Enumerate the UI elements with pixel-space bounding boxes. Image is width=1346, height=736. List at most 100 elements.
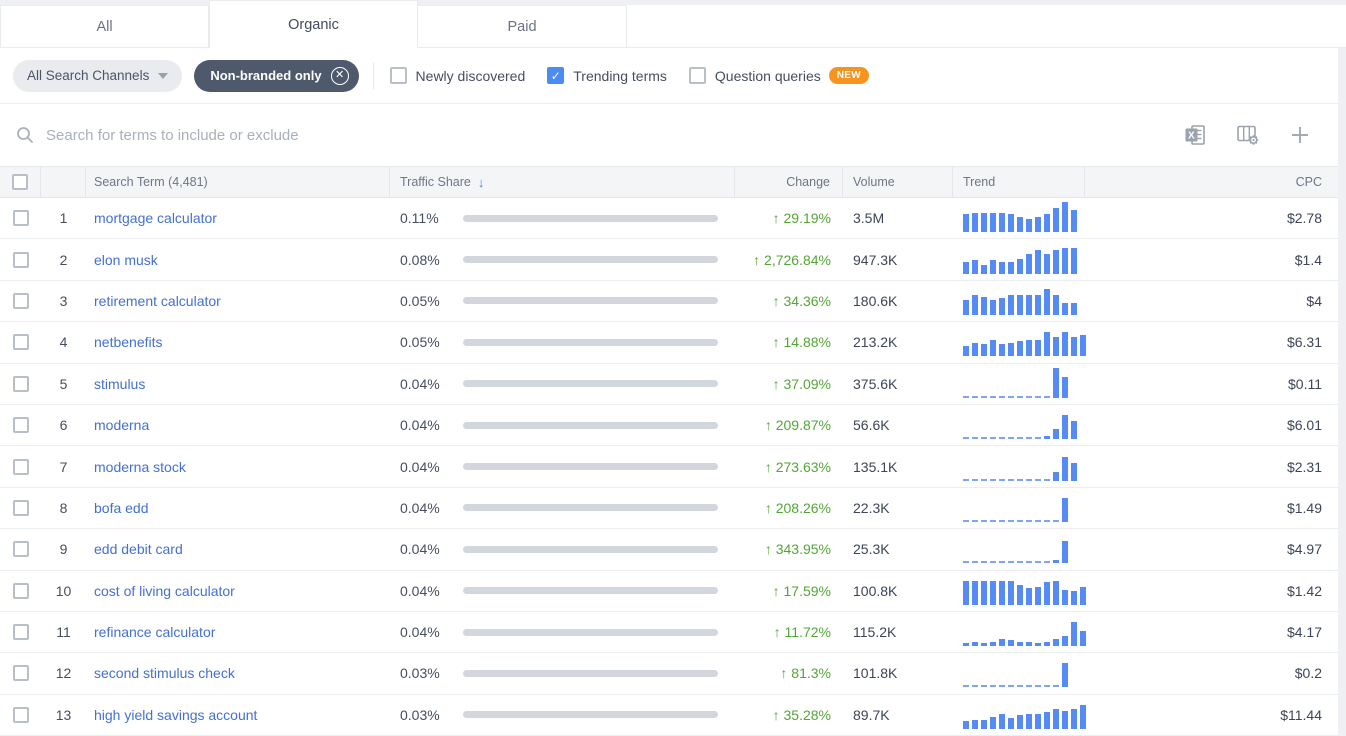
row-select-cell (0, 375, 41, 392)
row-term-cell: netbenefits (86, 334, 390, 350)
header-cpc[interactable]: CPC (1085, 167, 1346, 197)
volume-value: 100.8K (853, 582, 898, 599)
filter-checkbox-question-queries[interactable]: Question queries NEW (688, 67, 869, 84)
checkbox-unchecked-icon[interactable] (389, 67, 407, 84)
row-select-cell (0, 210, 41, 227)
trend-bar (1053, 638, 1059, 647)
trend-bar (1080, 631, 1086, 647)
search-term-link[interactable]: retirement calculator (94, 292, 221, 309)
cpc-value: $6.31 (1286, 334, 1322, 351)
add-column-icon[interactable] (1290, 125, 1310, 145)
remove-filter-icon[interactable]: ✕ (330, 66, 349, 85)
search-term-link[interactable]: bofa edd (94, 499, 149, 516)
checkbox-unchecked-icon[interactable] (688, 67, 706, 84)
table-row: 8 bofa edd 0.04% ↑ 208.26% 22.3K $1.49 (0, 488, 1346, 530)
trend-bar (1053, 560, 1059, 564)
table-settings-icon[interactable] (1237, 125, 1260, 146)
search-term-link[interactable]: moderna (94, 417, 150, 434)
header-rank (41, 167, 86, 197)
row-checkbox[interactable] (12, 665, 29, 682)
trend-bar (972, 395, 978, 398)
header-search-term[interactable]: Search Term (4,481) (86, 167, 390, 197)
header-traffic-share[interactable]: Traffic Share ↓ (390, 167, 735, 197)
select-all-checkbox[interactable] (12, 174, 28, 190)
cpc-value: $1.4 (1294, 251, 1322, 268)
trend-bar (1062, 540, 1068, 564)
row-checkbox[interactable] (12, 458, 29, 475)
trend-bar (1017, 258, 1023, 274)
header-change[interactable]: Change (735, 167, 843, 197)
search-term-link[interactable]: netbenefits (94, 334, 163, 351)
row-cpc-cell: $4.97 (1085, 541, 1346, 557)
filter-checkbox-trending-terms[interactable]: ✓ Trending terms (547, 67, 667, 84)
trend-bar (1035, 217, 1041, 233)
search-input[interactable] (46, 126, 546, 144)
checkbox-checked-icon[interactable]: ✓ (547, 67, 565, 84)
excel-export-icon[interactable]: X (1185, 125, 1207, 145)
row-change-cell: ↑ 81.3% (735, 665, 843, 681)
row-checkbox[interactable] (12, 417, 29, 434)
sort-desc-icon[interactable]: ↓ (477, 174, 485, 190)
trend-bar (1053, 685, 1059, 688)
search-term-link[interactable]: refinance calculator (94, 624, 216, 641)
search-term-link[interactable]: mortgage calculator (94, 210, 217, 227)
trend-bar (990, 339, 996, 357)
traffic-share-bar (463, 297, 718, 305)
row-rank-cell: 8 (41, 500, 86, 516)
trend-bar (963, 395, 969, 398)
trend-bar (972, 478, 978, 481)
search-term-link[interactable]: stimulus (94, 375, 146, 392)
row-rank-cell: 12 (41, 665, 86, 681)
trend-sparkline (963, 616, 1086, 647)
header-volume[interactable]: Volume (843, 167, 953, 197)
row-select-cell (0, 582, 41, 599)
trend-bar (1062, 415, 1068, 440)
search-channels-dropdown[interactable]: All Search Channels (13, 59, 183, 92)
search-term-link[interactable]: second stimulus check (94, 665, 235, 682)
volume-value: 213.2K (853, 334, 898, 351)
trend-bar (972, 580, 978, 605)
row-volume-cell: 213.2K (843, 334, 953, 350)
search-term-link[interactable]: edd debit card (94, 541, 183, 558)
row-rank: 1 (59, 210, 68, 227)
vertical-scrollbar[interactable] (1338, 48, 1346, 736)
trend-bar (981, 719, 987, 729)
row-cpc-cell: $0.2 (1085, 665, 1346, 681)
row-checkbox[interactable] (12, 706, 29, 723)
tab-organic[interactable]: Organic (209, 0, 418, 48)
search-term-link[interactable]: high yield savings account (94, 706, 258, 723)
trend-bar (1044, 519, 1050, 522)
row-checkbox[interactable] (12, 375, 29, 392)
trend-bar (1071, 209, 1077, 233)
row-cpc-cell: $1.42 (1085, 583, 1346, 599)
search-term-link[interactable]: elon musk (94, 251, 158, 268)
traffic-share-bar (463, 669, 718, 677)
row-change-cell: ↑ 343.95% (735, 541, 843, 557)
tab-paid[interactable]: Paid (418, 5, 627, 47)
non-branded-filter-chip[interactable]: Non-branded only ✕ (194, 59, 359, 92)
row-checkbox[interactable] (12, 292, 29, 309)
trend-bar (1008, 437, 1014, 440)
row-checkbox[interactable] (12, 582, 29, 599)
traffic-share-value: 0.04% (400, 458, 440, 475)
row-checkbox[interactable] (12, 251, 29, 268)
traffic-share-value: 0.04% (400, 417, 440, 434)
row-checkbox[interactable] (12, 499, 29, 516)
row-checkbox[interactable] (12, 541, 29, 558)
row-select-cell (0, 292, 41, 309)
trend-bar (981, 437, 987, 440)
trend-bar (1017, 217, 1023, 233)
row-checkbox[interactable] (12, 624, 29, 641)
trend-bar (1008, 640, 1014, 647)
row-change-cell: ↑ 37.09% (735, 376, 843, 392)
row-share-cell: 0.11% (390, 210, 735, 226)
search-term-link[interactable]: moderna stock (94, 458, 186, 475)
row-checkbox[interactable] (12, 334, 29, 351)
search-term-link[interactable]: cost of living calculator (94, 582, 235, 599)
row-checkbox[interactable] (12, 210, 29, 227)
trend-bar (1044, 332, 1050, 357)
row-cpc-cell: $1.49 (1085, 500, 1346, 516)
change-value: ↑ 35.28% (772, 706, 831, 723)
tab-all[interactable]: All (0, 5, 209, 47)
filter-checkbox-newly-discovered[interactable]: Newly discovered (389, 67, 525, 84)
